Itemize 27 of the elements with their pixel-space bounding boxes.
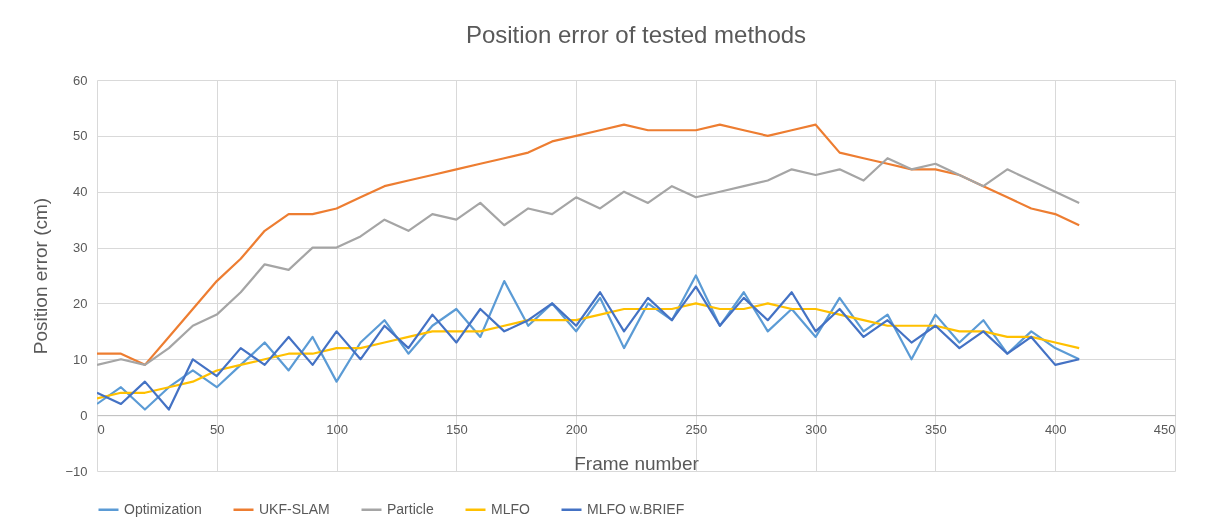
chart-title: Position error of tested methods <box>465 21 807 48</box>
legend-label: MLFO <box>491 500 530 517</box>
x-tick-label: 400 <box>1044 421 1067 437</box>
y-tick-label: 10 <box>73 351 88 367</box>
line-series <box>97 302 1081 400</box>
y-tick-label: 30 <box>73 240 88 256</box>
x-axis-title: Frame number <box>574 452 700 474</box>
y-tick-label: 0 <box>80 407 88 423</box>
x-tick-label: 50 <box>210 421 225 437</box>
y-tick-label: 60 <box>73 72 88 88</box>
legend-label: UKF-SLAM <box>259 500 330 517</box>
legend-label: Particle <box>387 500 434 517</box>
x-tick-label: 200 <box>565 421 588 437</box>
legend-label: Optimization <box>124 500 202 517</box>
x-tick-label: 450 <box>1153 421 1176 437</box>
y-tick-label: 20 <box>73 295 88 311</box>
x-tick-label: 350 <box>925 421 947 437</box>
x-tick-label: 100 <box>326 421 348 437</box>
y-axis-title: Position error (cm) <box>30 197 52 355</box>
x-tick-label: 0 <box>97 421 105 437</box>
legend-label: MLFO w.BRIEF <box>587 500 685 517</box>
y-tick-label: 50 <box>73 128 88 144</box>
x-tick-label: 300 <box>805 421 828 437</box>
x-tick-label: 150 <box>445 421 468 437</box>
y-tick-label: −10 <box>65 463 88 479</box>
x-tick-label: 250 <box>685 421 708 437</box>
y-tick-label: 40 <box>73 184 88 200</box>
